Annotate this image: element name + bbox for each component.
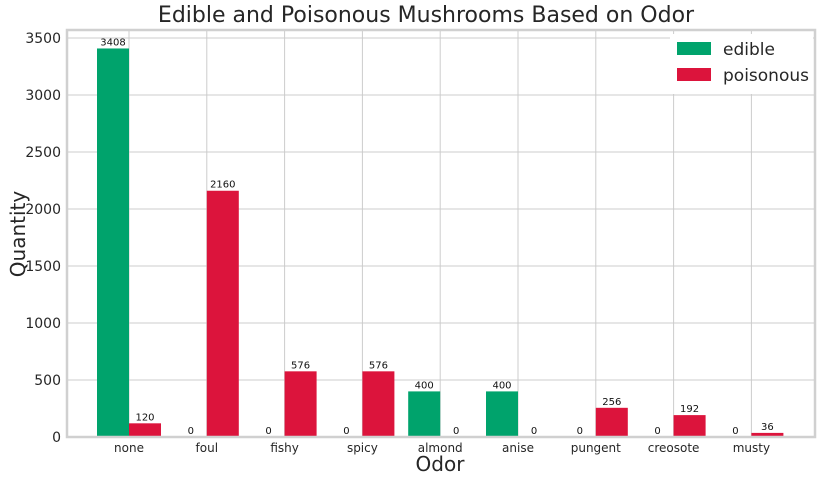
- axes: 0 500 1000 1500 2000 2500 3000 3500 none foul fish…: [25, 31, 770, 455]
- plot-frame: [65, 28, 817, 439]
- data-label: 0: [654, 426, 660, 437]
- bar-poisonous-fishy: [284, 371, 317, 437]
- y-tick-label: 500: [34, 373, 61, 389]
- bars: [97, 48, 784, 438]
- bar-poisonous-none: [129, 423, 161, 437]
- x-tick-label: fishy: [270, 441, 299, 455]
- data-label: 400: [415, 380, 434, 391]
- data-label: 256: [602, 397, 621, 408]
- x-tick-label: almond: [418, 441, 463, 455]
- data-label: 0: [188, 426, 194, 437]
- bar-edible-anise: [486, 391, 518, 437]
- data-label: 36: [761, 422, 774, 433]
- data-label: 0: [343, 426, 349, 437]
- data-label: 120: [135, 412, 154, 423]
- y-tick-label: 1500: [25, 259, 61, 275]
- x-tick-label: anise: [502, 441, 534, 455]
- data-label: 192: [680, 404, 699, 415]
- y-axis-label: Quantity: [6, 191, 30, 278]
- y-tick-label: 0: [52, 430, 61, 446]
- data-label: 400: [492, 380, 511, 391]
- bar-edible-none: [97, 48, 129, 438]
- bar-poisonous-creosote: [673, 415, 706, 437]
- x-tick-label: pungent: [571, 441, 621, 455]
- data-label: 0: [531, 426, 537, 437]
- y-tick-label: 3500: [25, 31, 61, 47]
- bar-edible-almond: [408, 391, 441, 437]
- bar-poisonous-spicy: [362, 371, 395, 437]
- legend-swatch-poisonous: [677, 68, 711, 81]
- data-label: 3408: [100, 37, 125, 48]
- legend: edible poisonous: [670, 34, 813, 94]
- x-tick-label: creosote: [648, 441, 700, 455]
- data-label: 0: [732, 426, 738, 437]
- data-label: 0: [265, 426, 271, 437]
- data-labels: 3408 0 0 0 400 400 0 0 0 120 2160 576 576 0 0 256 192 36: [100, 37, 773, 437]
- data-label: 0: [577, 426, 583, 437]
- data-label: 0: [453, 426, 459, 437]
- bar-poisonous-musty: [751, 432, 784, 437]
- y-tick-label: 2000: [25, 202, 61, 218]
- bar-poisonous-pungent: [595, 407, 628, 437]
- x-axis-label: Odor: [416, 452, 466, 476]
- data-label: 576: [369, 360, 388, 371]
- y-tick-label: 1000: [25, 316, 61, 332]
- bar-poisonous-foul: [206, 190, 239, 437]
- x-tick-label: none: [114, 441, 144, 455]
- x-tick-label: spicy: [347, 441, 378, 455]
- data-label: 2160: [210, 180, 235, 191]
- data-label: 576: [291, 360, 310, 371]
- y-tick-label: 2500: [25, 145, 61, 161]
- legend-swatch-edible: [677, 42, 711, 55]
- legend-label-edible: edible: [723, 40, 775, 60]
- legend-label-poisonous: poisonous: [723, 66, 809, 86]
- x-tick-label: musty: [733, 441, 770, 455]
- x-tick-label: foul: [196, 441, 219, 455]
- chart-title: Edible and Poisonous Mushrooms Based on …: [158, 3, 695, 28]
- y-tick-label: 3000: [25, 88, 61, 104]
